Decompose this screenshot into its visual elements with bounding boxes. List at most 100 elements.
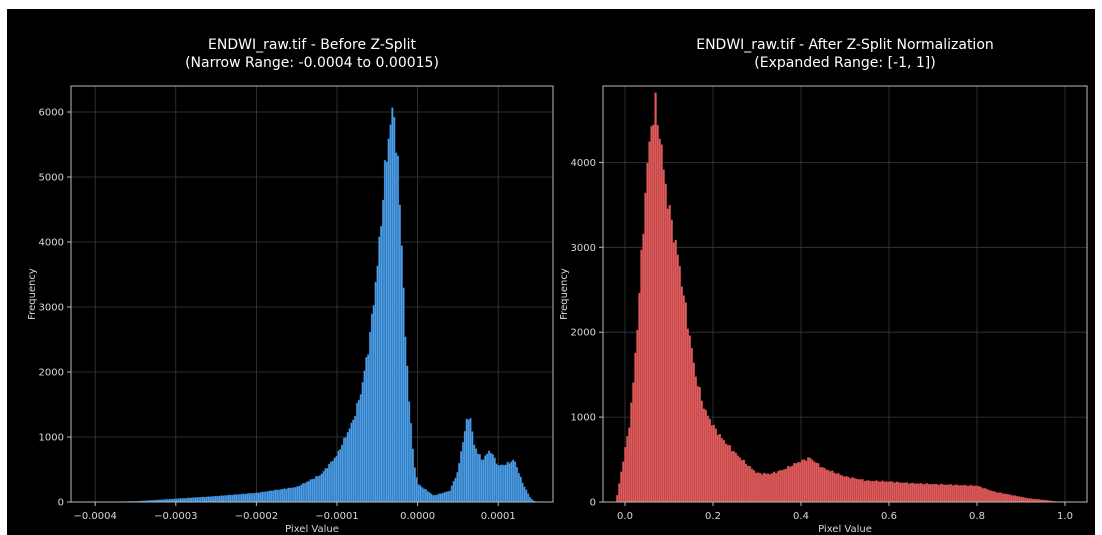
x-tick-label: 0.6 xyxy=(881,511,897,522)
histogram-bar xyxy=(220,495,223,503)
chart-subtitle: (Expanded Range: [-1, 1]) xyxy=(754,55,935,71)
plot-frame xyxy=(602,85,1088,503)
histogram-bar xyxy=(925,483,928,503)
histogram-bar xyxy=(184,497,188,503)
histogram-bar xyxy=(463,430,466,503)
histogram-bar xyxy=(303,482,307,503)
x-tick-label: 1.0 xyxy=(1057,511,1073,522)
histogram-bar xyxy=(981,488,985,503)
histogram-bar xyxy=(843,476,846,503)
histogram-bar xyxy=(961,485,965,503)
histogram-bar xyxy=(895,481,898,503)
y-tick-label: 0 xyxy=(58,498,64,509)
histogram-bar xyxy=(817,463,820,503)
histogram-bar xyxy=(385,161,388,503)
histogram-bar xyxy=(374,281,377,503)
histogram-bar xyxy=(997,492,1001,503)
histogram-bar xyxy=(400,245,403,503)
histogram-bar xyxy=(883,481,886,503)
y-tick-label: 4000 xyxy=(39,238,64,249)
histogram-bar xyxy=(489,452,493,503)
histogram-bar xyxy=(510,461,513,503)
histogram-bar xyxy=(309,479,312,503)
histogram-bar xyxy=(863,480,866,503)
histogram-bar xyxy=(415,477,418,503)
histogram-bar xyxy=(212,496,216,503)
histogram-bar xyxy=(768,474,772,503)
histogram-bar xyxy=(632,382,635,503)
histogram-bar xyxy=(443,492,446,503)
histogram-bar xyxy=(197,497,201,503)
figure-canvas: ENDWI_raw.tif - Before Z-Split (Narrow Ra… xyxy=(7,9,1095,535)
histogram-bar xyxy=(315,476,318,503)
histogram-bar xyxy=(710,425,713,503)
histogram-bar xyxy=(903,482,906,503)
histogram-bar xyxy=(359,394,362,503)
histogram-bar xyxy=(1028,498,1031,503)
histogram-bar xyxy=(380,226,383,503)
histogram-bar xyxy=(363,370,366,503)
histogram-bar xyxy=(225,495,229,503)
histogram-bar xyxy=(406,365,409,503)
x-tick-label: −0.0002 xyxy=(235,511,278,522)
histogram-bar xyxy=(953,484,957,503)
histogram-bar xyxy=(218,495,221,503)
histogram-bar xyxy=(439,493,442,503)
histogram-bar xyxy=(823,467,826,503)
chart-subtitle: (Narrow Range: -0.0004 to 0.00015) xyxy=(185,55,439,71)
histogram-bar xyxy=(448,490,452,503)
histogram-bar xyxy=(417,484,420,503)
histogram-bar xyxy=(383,159,387,503)
x-axis-label: Pixel Value xyxy=(818,524,872,535)
histogram-bar xyxy=(977,486,981,503)
histogram-bar xyxy=(216,496,219,503)
histogram-bar xyxy=(833,472,836,503)
histogram-bar xyxy=(839,474,842,503)
histogram-bar xyxy=(272,490,275,503)
histogram-bar xyxy=(718,434,722,503)
histogram-bar xyxy=(335,455,338,503)
histogram-bar xyxy=(376,265,379,503)
histogram-bar xyxy=(486,453,489,503)
histogram-bar xyxy=(207,496,210,503)
histogram-bar xyxy=(370,313,374,503)
histogram-bar xyxy=(857,479,860,503)
histogram-bar xyxy=(750,468,754,503)
histogram-bar xyxy=(326,468,329,503)
histogram-bar xyxy=(199,496,203,503)
histogram-bar xyxy=(424,489,427,503)
histogram-bar xyxy=(754,472,758,503)
histogram-bar xyxy=(398,204,401,503)
histogram-bar xyxy=(344,437,348,503)
histogram-bar xyxy=(1024,497,1027,503)
histogram-bar xyxy=(487,450,491,503)
histogram-bar xyxy=(277,489,281,503)
histogram-bar xyxy=(660,144,663,503)
histogram-bar xyxy=(644,192,647,503)
histogram-bar xyxy=(322,471,325,503)
histogram-bar xyxy=(945,484,949,503)
histogram-bar xyxy=(331,460,335,503)
histogram-bar xyxy=(626,436,629,503)
x-tick-label: 0.0000 xyxy=(400,511,435,522)
histogram-bar xyxy=(1026,498,1029,503)
histogram-bar xyxy=(519,476,522,503)
histogram-bar xyxy=(875,480,878,503)
y-tick-label: 1000 xyxy=(39,433,64,444)
histogram-bar xyxy=(365,357,368,503)
histogram-bar xyxy=(776,471,780,503)
x-tick-label: 0.0001 xyxy=(481,511,516,522)
histogram-bar xyxy=(871,480,874,503)
histogram-bar xyxy=(993,491,997,503)
histogram-bar xyxy=(263,491,266,503)
histogram-bar xyxy=(396,155,400,503)
histogram-bar xyxy=(430,493,433,503)
histogram-bar xyxy=(730,451,734,503)
histogram-bar xyxy=(276,489,279,503)
histogram-bar xyxy=(460,451,463,503)
histogram-bar xyxy=(752,470,756,503)
histogram-bar xyxy=(742,459,746,503)
histogram-bar xyxy=(495,463,498,503)
histogram-bar xyxy=(889,481,892,503)
histogram-bar xyxy=(248,493,251,503)
